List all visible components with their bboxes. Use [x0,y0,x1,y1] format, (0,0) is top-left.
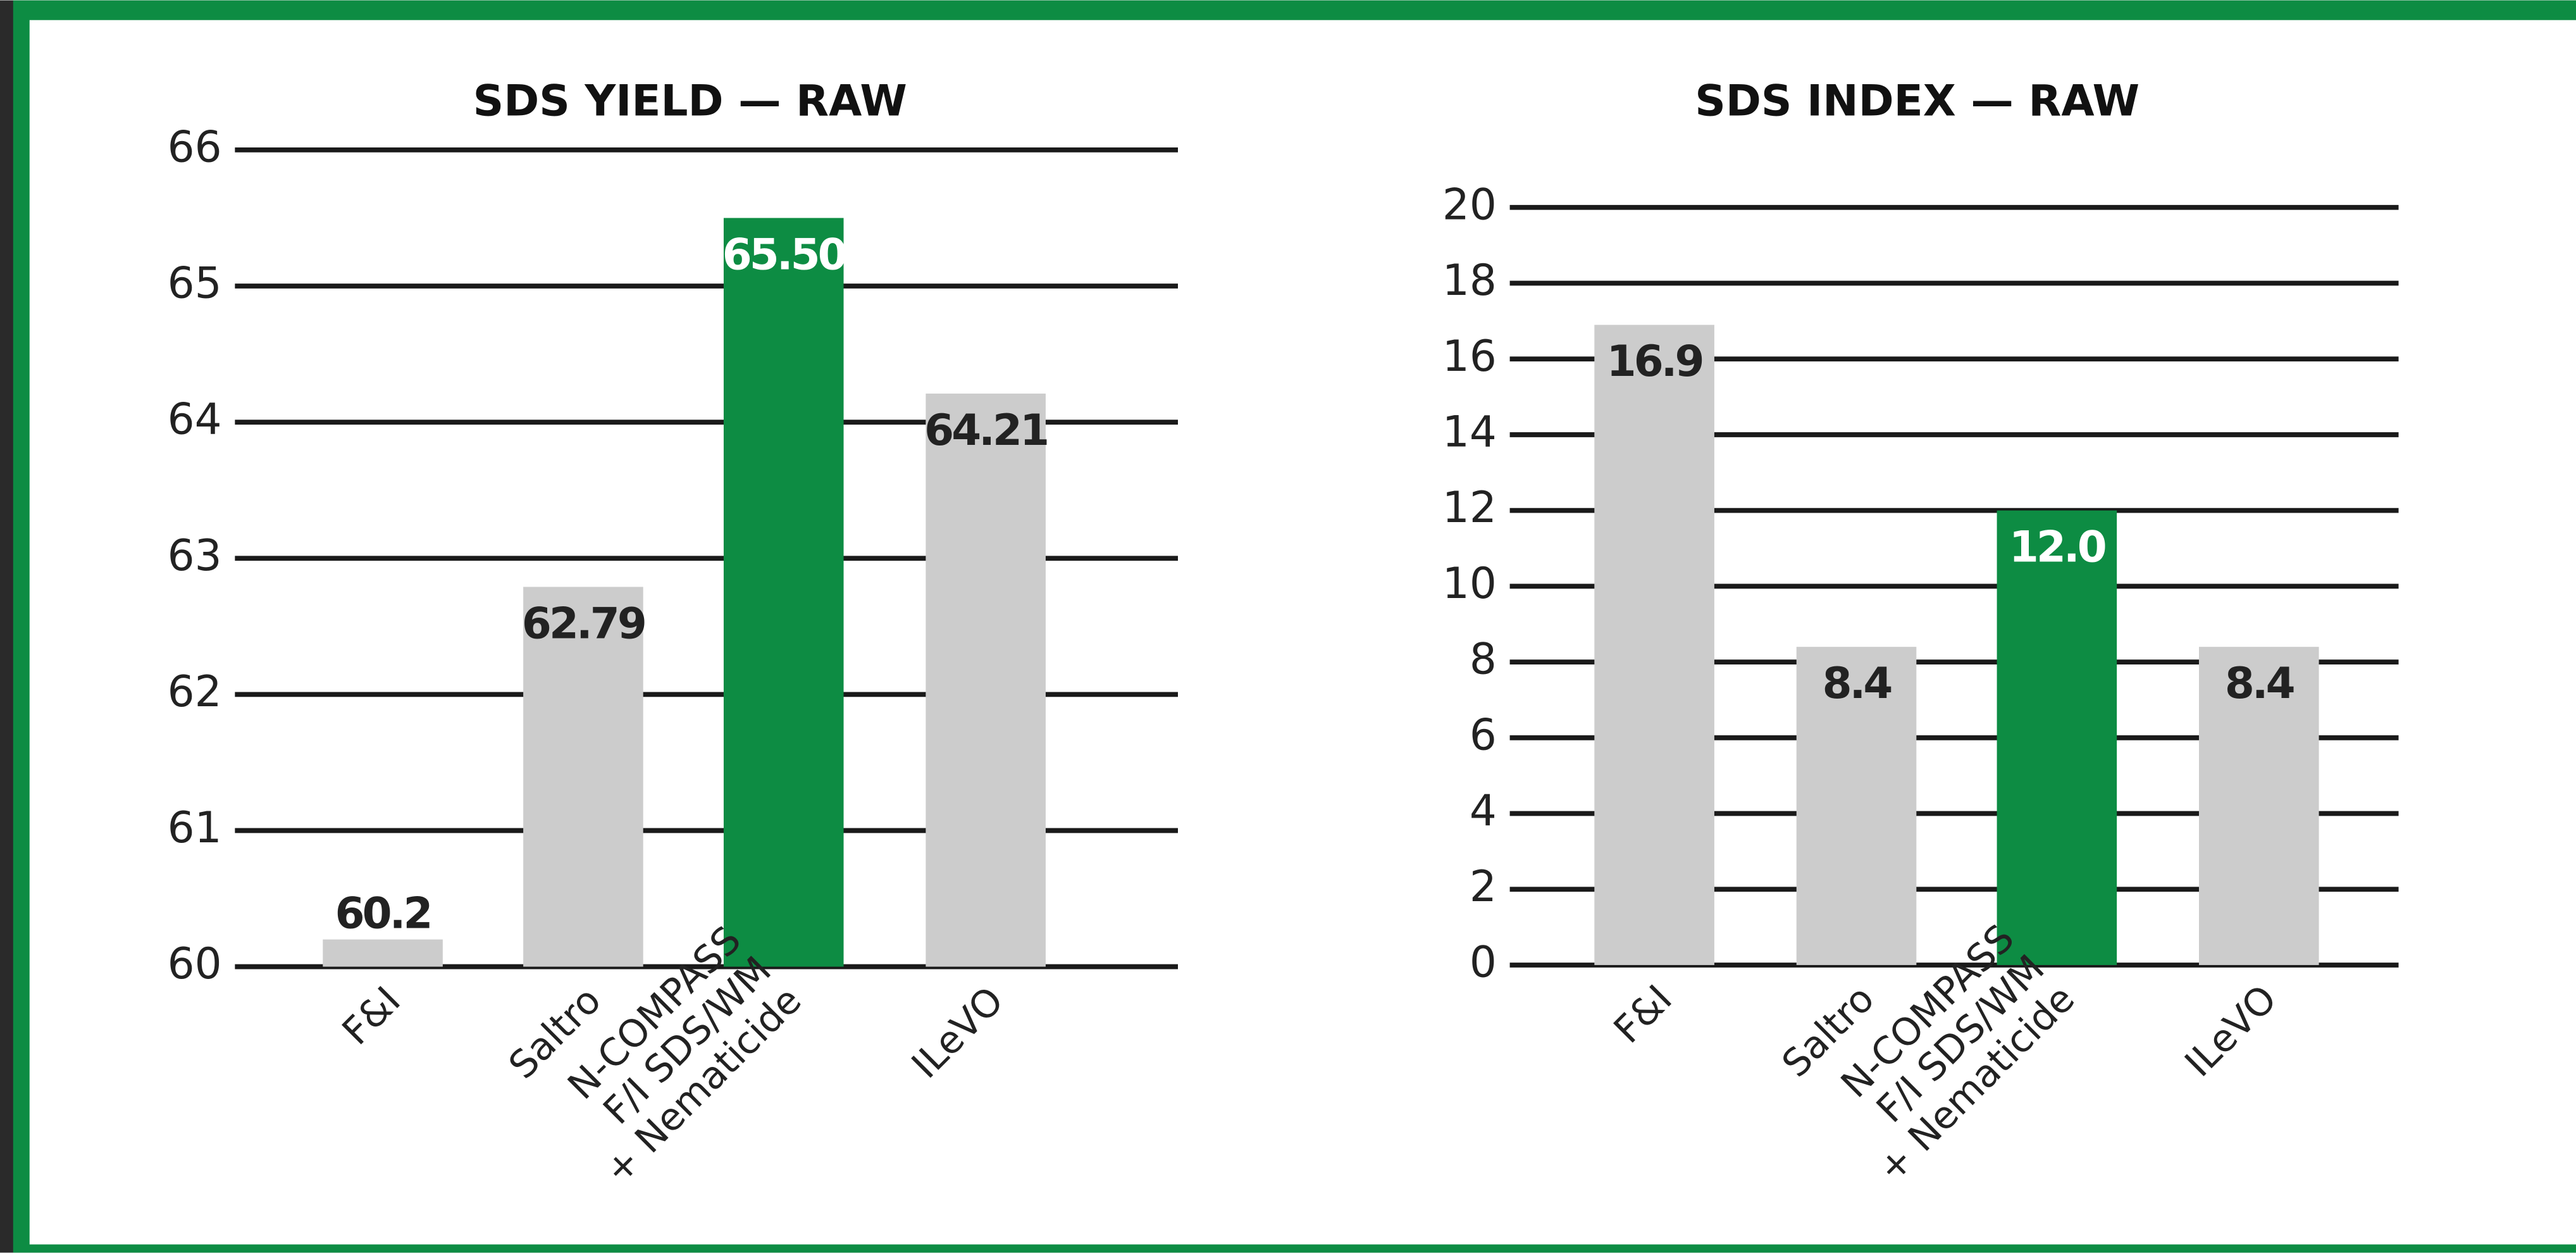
y-tick-label: 64 [168,394,222,444]
background [29,20,2576,1245]
y-tick-label: 18 [1442,255,1497,305]
bar [926,393,1046,967]
bar [523,587,643,967]
data-label: 8.4 [2225,658,2294,708]
y-tick-label: 16 [1442,331,1497,381]
chart-title: SDS YIELD — RAW [473,75,907,125]
y-tick-label: 6 [1470,709,1497,759]
y-tick-label: 62 [168,666,222,716]
data-label: 16.9 [1607,336,1702,386]
bar [323,939,443,967]
y-tick-label: 4 [1470,785,1497,835]
bar [723,218,844,967]
data-label: 60.2 [335,888,431,938]
bar [2199,647,2319,965]
data-label: 62.79 [522,598,645,648]
y-tick-label: 0 [1470,937,1497,987]
y-tick-label: 65 [168,258,222,308]
data-label: 65.50 [722,229,846,279]
y-tick-label: 2 [1470,861,1497,911]
bar [1997,510,2117,965]
y-tick-label: 66 [168,122,222,171]
data-label: 8.4 [1823,658,1892,708]
y-tick-label: 10 [1442,558,1497,608]
y-tick-label: 60 [168,938,222,988]
data-label: 64.21 [924,405,1047,455]
chart-title: SDS INDEX — RAW [1695,75,2139,125]
y-tick-label: 8 [1470,634,1497,684]
y-tick-label: 63 [168,530,222,580]
y-tick-label: 14 [1442,406,1497,456]
y-tick-label: 61 [168,802,222,852]
data-label: 12.0 [2009,522,2105,572]
y-tick-label: 20 [1442,179,1497,229]
bar [1796,647,1917,965]
bar [1594,325,1714,965]
y-tick-label: 12 [1442,482,1497,532]
